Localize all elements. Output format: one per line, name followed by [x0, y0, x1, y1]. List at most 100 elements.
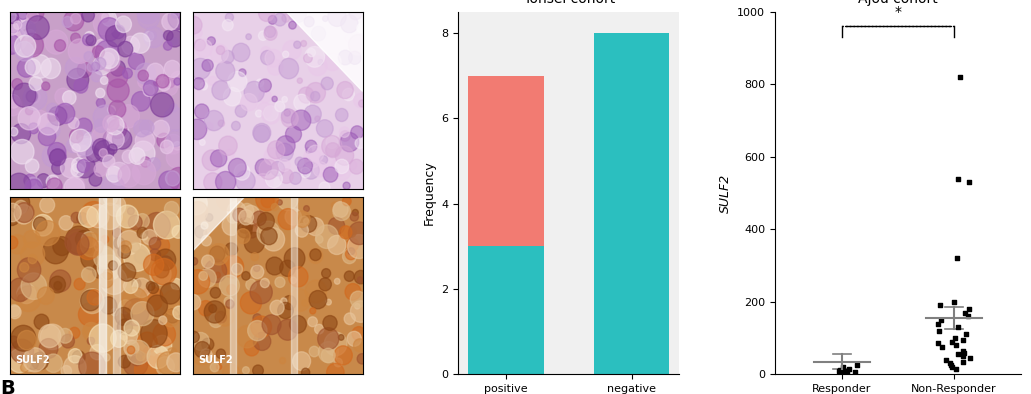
- Circle shape: [232, 121, 240, 130]
- Circle shape: [105, 26, 126, 47]
- Circle shape: [163, 310, 178, 327]
- Circle shape: [205, 214, 212, 221]
- Circle shape: [118, 230, 140, 255]
- Circle shape: [67, 233, 89, 255]
- Circle shape: [167, 353, 185, 372]
- Point: [955, 348, 971, 354]
- Circle shape: [29, 123, 39, 134]
- Circle shape: [72, 158, 86, 172]
- Circle shape: [261, 46, 271, 58]
- Circle shape: [173, 141, 181, 150]
- Circle shape: [352, 327, 366, 341]
- Circle shape: [355, 270, 367, 284]
- Circle shape: [94, 246, 115, 269]
- Point: [841, 366, 858, 372]
- Circle shape: [93, 139, 109, 156]
- Circle shape: [4, 28, 27, 52]
- Circle shape: [298, 158, 312, 174]
- Circle shape: [153, 120, 169, 138]
- Circle shape: [92, 62, 100, 71]
- Circle shape: [14, 203, 34, 223]
- Circle shape: [115, 307, 132, 325]
- Circle shape: [14, 35, 36, 57]
- Circle shape: [235, 105, 246, 117]
- Circle shape: [333, 203, 351, 221]
- Circle shape: [262, 105, 280, 124]
- Circle shape: [151, 236, 169, 256]
- Circle shape: [305, 140, 317, 152]
- Circle shape: [319, 182, 330, 193]
- Circle shape: [172, 10, 179, 18]
- Point: [942, 362, 959, 368]
- Circle shape: [253, 174, 273, 195]
- Circle shape: [214, 272, 221, 278]
- Circle shape: [215, 61, 235, 81]
- Circle shape: [91, 71, 102, 82]
- Circle shape: [301, 41, 306, 46]
- Circle shape: [24, 174, 36, 187]
- Circle shape: [40, 324, 65, 349]
- Circle shape: [108, 261, 118, 270]
- Circle shape: [189, 202, 207, 222]
- Circle shape: [165, 171, 180, 186]
- Circle shape: [11, 124, 31, 144]
- Circle shape: [237, 223, 253, 238]
- Circle shape: [310, 249, 321, 260]
- Circle shape: [89, 272, 97, 282]
- Title: Ajou cohort: Ajou cohort: [858, 0, 937, 6]
- Circle shape: [204, 173, 222, 192]
- Circle shape: [289, 21, 296, 29]
- Circle shape: [143, 80, 158, 96]
- Circle shape: [259, 160, 278, 180]
- Circle shape: [323, 316, 337, 331]
- Circle shape: [118, 245, 130, 258]
- Circle shape: [279, 169, 294, 184]
- Circle shape: [198, 269, 217, 288]
- Circle shape: [36, 221, 60, 245]
- Circle shape: [137, 0, 159, 24]
- Circle shape: [7, 173, 31, 198]
- Circle shape: [340, 15, 358, 33]
- Circle shape: [324, 167, 338, 182]
- Circle shape: [27, 16, 49, 39]
- Circle shape: [281, 110, 298, 127]
- Circle shape: [154, 211, 180, 239]
- Circle shape: [5, 236, 18, 249]
- Circle shape: [77, 237, 99, 260]
- Circle shape: [359, 100, 365, 107]
- Circle shape: [334, 279, 340, 284]
- Circle shape: [164, 108, 187, 131]
- Circle shape: [318, 59, 324, 65]
- Text: *: *: [894, 5, 901, 19]
- Circle shape: [285, 248, 305, 269]
- Bar: [112, 197, 120, 374]
- Circle shape: [107, 66, 128, 87]
- Circle shape: [87, 290, 102, 305]
- Circle shape: [304, 206, 309, 212]
- Circle shape: [344, 271, 355, 281]
- Circle shape: [119, 300, 132, 314]
- Circle shape: [143, 254, 164, 275]
- Circle shape: [65, 58, 86, 79]
- Circle shape: [124, 279, 138, 294]
- Circle shape: [271, 162, 285, 176]
- Circle shape: [157, 133, 171, 148]
- Circle shape: [49, 270, 71, 292]
- Circle shape: [101, 236, 109, 243]
- Circle shape: [239, 69, 246, 76]
- Circle shape: [110, 330, 127, 348]
- Circle shape: [261, 228, 277, 245]
- Circle shape: [328, 217, 344, 234]
- Circle shape: [7, 336, 20, 348]
- Circle shape: [21, 33, 43, 57]
- Circle shape: [112, 129, 132, 149]
- Circle shape: [268, 15, 276, 24]
- Circle shape: [321, 77, 333, 90]
- Circle shape: [205, 123, 213, 131]
- Circle shape: [309, 290, 327, 309]
- Point: [937, 357, 954, 363]
- Point: [950, 255, 966, 262]
- Circle shape: [193, 28, 202, 37]
- Circle shape: [119, 263, 136, 281]
- Point: [932, 302, 949, 309]
